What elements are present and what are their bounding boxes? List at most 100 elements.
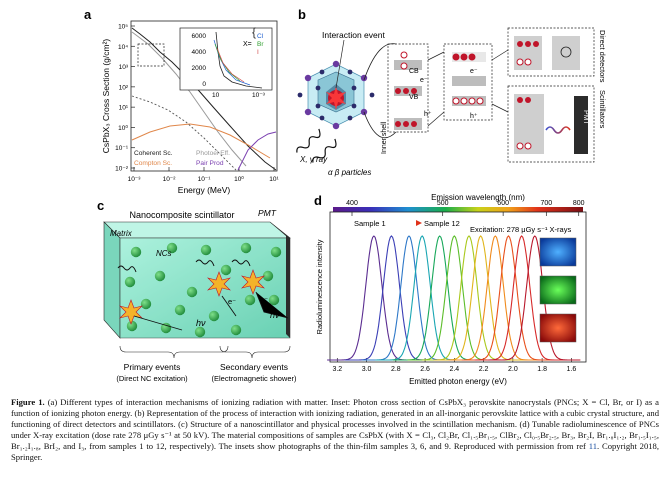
- relaxed-carrier: [468, 97, 476, 105]
- gamma-wave-icon: [312, 138, 337, 163]
- photon-path-2: [255, 291, 289, 319]
- zoom-region-box: [137, 43, 165, 67]
- lattice-atom: [347, 69, 353, 75]
- scintillators-box: PMT Scintillators: [507, 85, 607, 163]
- sample-end-annotation: Sample 12: [424, 219, 460, 228]
- nanocrystal-ball: [140, 298, 152, 310]
- matrix-label: Matrix: [110, 229, 133, 238]
- pmt-side: [270, 222, 290, 338]
- nanocrystal-ball: [124, 276, 136, 288]
- emission-spectra: [327, 235, 581, 361]
- top-tick-label: 700: [540, 200, 552, 207]
- a-ytick-label: 10⁴: [118, 44, 128, 51]
- a-legend-item: Coherent Sc.: [134, 150, 173, 157]
- relaxation-column: e⁻ h⁺: [443, 43, 493, 121]
- bottom-tick-label: 1.6: [567, 366, 577, 373]
- caption-reference-link[interactable]: 11: [588, 441, 597, 452]
- nanocrystal-ball: [130, 246, 142, 258]
- inset-xtick-1: 10⁻³: [252, 92, 266, 99]
- a-xtick-label: 10⁻³: [128, 176, 142, 183]
- inset-ytick-label: 2000: [192, 65, 207, 72]
- primary-sub: (Direct NC excitation): [116, 374, 188, 383]
- sample-arrowhead: [416, 220, 422, 226]
- vb-label: VB: [409, 94, 419, 101]
- photoelectric-curve: [131, 31, 247, 167]
- excitation-annotation: Excitation: 278 μGy s⁻¹ X-rays: [470, 225, 571, 234]
- inset-xtick-0: 10: [212, 92, 220, 99]
- a-legend-item: Photoel Eff.: [196, 150, 230, 157]
- coherent-curve: [131, 95, 237, 171]
- panel-a: a CsPbX₃ Cross Section (g/cm²) Energy (M…: [84, 7, 280, 195]
- primary-brace: [119, 345, 229, 359]
- photo-sample-6: [539, 275, 577, 305]
- lattice-atom: [319, 115, 325, 121]
- xray-wave-c1: [117, 265, 137, 273]
- interaction-event-label: Interaction event: [322, 30, 385, 40]
- inset-legend-brace: {: [252, 25, 256, 39]
- secondary-title: Secondary events: [220, 362, 288, 372]
- nanocrystal-ball: [230, 324, 242, 336]
- band-electrons: [395, 51, 417, 127]
- bottom-tick-label: 3.0: [362, 366, 372, 373]
- e-label-c2: e⁻: [260, 295, 268, 304]
- electron-label-2: e⁻: [470, 68, 478, 75]
- lattice-atom: [360, 74, 368, 82]
- a-ytick-label: 10⁻²: [115, 166, 129, 173]
- top-tick-label: 400: [346, 200, 358, 207]
- a-xtick-label: 10⁰: [234, 175, 244, 183]
- current-meter-icon: [560, 46, 572, 58]
- relaxed-electrons: [452, 53, 484, 105]
- a-xtick-label: 10⁻¹: [198, 176, 212, 183]
- nanocrystal-ball: [166, 242, 178, 254]
- to-scintillator-arrow: [491, 103, 509, 113]
- inset-frame: [179, 27, 273, 91]
- figure-caption: Figure 1. (a) Different types of interac…: [11, 397, 659, 463]
- nanocrystal-ball: [154, 270, 166, 282]
- inset-curve-br: [214, 43, 241, 82]
- band-hole: [400, 62, 408, 70]
- inset-ytick-label: 6000: [192, 33, 207, 40]
- inset-legend-prefix: X=: [243, 41, 252, 48]
- lattice-atom: [304, 74, 312, 82]
- panel-a-label: a: [84, 7, 92, 22]
- photo-sample-9: [539, 313, 577, 343]
- direct-detectors-box: Direct detectors: [507, 27, 607, 83]
- lattice-atom: [332, 60, 340, 68]
- bottom-tick-label: 1.8: [537, 366, 547, 373]
- a-legend-item: Compton Sc.: [134, 160, 172, 167]
- panel-d-label: d: [314, 193, 322, 208]
- lattice-atom: [304, 108, 312, 116]
- secondary-brace: [219, 345, 291, 359]
- event-to-inner-connector: [363, 111, 397, 139]
- nanocrystals: [124, 242, 282, 338]
- nanocrystal-ball: [160, 322, 172, 334]
- nanocrystal-ball: [126, 320, 138, 332]
- lattice-atom: [319, 69, 325, 75]
- relaxed-carrier: [452, 97, 460, 105]
- primary-title: Primary events: [124, 362, 181, 372]
- inset-legend-item: Cl: [257, 33, 264, 40]
- caption-text: (a) Different types of interaction mecha…: [11, 397, 659, 452]
- ncs-label: NCs: [156, 249, 172, 258]
- relaxed-carrier: [460, 97, 468, 105]
- band-electron: [403, 121, 409, 127]
- band-arrow-top: [427, 51, 445, 61]
- band-electron: [395, 88, 401, 94]
- panel-b-label: b: [298, 7, 306, 22]
- a-ytick-label: 10²: [119, 84, 129, 91]
- a-xtick-label: 10¹: [269, 176, 279, 183]
- slab-left: [103, 221, 121, 339]
- cb-label: CB: [409, 68, 419, 75]
- to-detector-arrow: [491, 49, 509, 61]
- hole-label: h⁺: [424, 111, 432, 118]
- a-legend-item: Pair Prod: [196, 160, 224, 167]
- xray-wave-icon: [296, 128, 321, 153]
- nanocrystal-ball: [200, 244, 212, 256]
- lattice-atom: [369, 92, 375, 98]
- lattice-atom: [347, 115, 353, 121]
- nanocrystal-ball: [186, 286, 198, 298]
- relaxed-carrier: [452, 53, 460, 61]
- nanocrystal-ball: [208, 310, 220, 322]
- event-pointer-line: [335, 39, 345, 89]
- secondary-sub: (Electromagnetic shower): [211, 374, 297, 383]
